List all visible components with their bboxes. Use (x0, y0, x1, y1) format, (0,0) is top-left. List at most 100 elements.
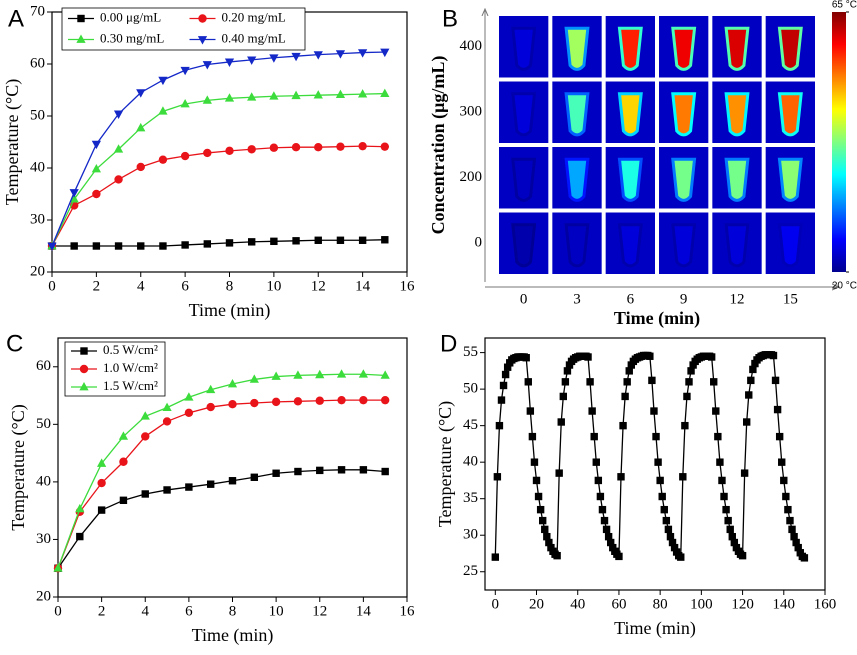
marker (270, 237, 278, 246)
marker (619, 421, 627, 430)
plot-frame (51, 11, 408, 273)
marker (180, 66, 190, 76)
x-tick-label: 0 (54, 603, 62, 619)
y-axis-title: Temperature (°C) (8, 404, 29, 530)
x-tick-label: 15 (783, 291, 798, 307)
marker (679, 473, 687, 481)
marker (225, 239, 234, 247)
marker (769, 351, 778, 360)
marker (91, 140, 101, 150)
marker (534, 492, 543, 501)
marker (69, 189, 79, 198)
marker (203, 240, 212, 248)
x-axis-title: Time (min) (614, 308, 700, 329)
y-tick-label: 30 (30, 211, 45, 227)
panel-label: D (440, 330, 457, 357)
marker (662, 516, 671, 525)
marker (91, 164, 101, 173)
marker (530, 458, 539, 466)
marker (140, 411, 150, 420)
marker (228, 399, 237, 409)
marker (269, 143, 279, 152)
cell-tube (724, 26, 750, 71)
marker (771, 376, 780, 385)
marker (162, 417, 172, 426)
series-line (51, 51, 385, 247)
marker (557, 418, 565, 426)
marker (740, 469, 749, 477)
series-line (57, 373, 386, 569)
cell-tube (511, 26, 537, 71)
marker (677, 553, 685, 561)
x-axis-title: Time (min) (189, 300, 271, 321)
x-tick-label: 14 (356, 603, 372, 619)
marker (359, 395, 368, 405)
marker (780, 476, 788, 485)
y-axis-title: Temperature (°C) (2, 79, 23, 205)
y-tick-label: 30 (463, 527, 478, 543)
cell-tube (617, 92, 643, 137)
marker (313, 51, 323, 60)
panel-label: B (442, 5, 458, 32)
cell-tube (564, 92, 590, 137)
marker (272, 469, 280, 477)
x-tick-label: 100 (690, 596, 713, 612)
cell-tube (511, 92, 537, 137)
marker (712, 407, 720, 415)
y-tick-label: 60 (30, 55, 45, 71)
cell-tube (617, 157, 643, 202)
marker (380, 48, 390, 58)
marker (114, 175, 123, 184)
marker (202, 61, 212, 70)
marker (271, 397, 281, 407)
marker (247, 92, 257, 101)
marker (749, 365, 757, 374)
marker (660, 505, 668, 514)
marker (380, 395, 390, 405)
legend-marker (76, 34, 86, 43)
marker (380, 370, 390, 379)
marker (590, 432, 598, 441)
cell-tube (564, 157, 590, 202)
marker (206, 402, 215, 412)
marker (184, 408, 194, 418)
cell-tube (724, 157, 750, 202)
marker (358, 49, 368, 58)
marker (359, 466, 368, 474)
marker (532, 476, 541, 485)
y-axis-title: Concentration (μg/mL) (428, 56, 449, 235)
marker (97, 458, 107, 467)
marker (358, 236, 367, 244)
marker (586, 378, 594, 386)
marker (617, 473, 625, 481)
marker (561, 378, 570, 386)
marker (315, 369, 325, 379)
marker (654, 458, 662, 466)
cell-tube (724, 223, 750, 268)
marker (181, 241, 189, 249)
marker (726, 525, 734, 534)
marker (316, 466, 324, 475)
marker (203, 148, 212, 158)
y-tick-label: 25 (463, 563, 478, 579)
marker (658, 492, 666, 501)
marker (536, 505, 545, 514)
cell-tube (617, 223, 643, 268)
marker (623, 378, 631, 386)
y-tick-label: 0 (475, 235, 483, 251)
marker (664, 525, 673, 534)
legend-marker (80, 347, 88, 355)
marker (559, 392, 568, 401)
marker (563, 367, 572, 375)
x-tick-label: 2 (98, 603, 106, 619)
marker (250, 398, 259, 408)
marker (314, 143, 323, 152)
marker (724, 516, 732, 525)
marker (588, 407, 596, 415)
cell-tube (671, 157, 697, 202)
marker (646, 352, 654, 360)
marker (792, 538, 800, 547)
cell-tube (511, 223, 537, 268)
marker (545, 538, 553, 547)
marker (794, 543, 802, 552)
